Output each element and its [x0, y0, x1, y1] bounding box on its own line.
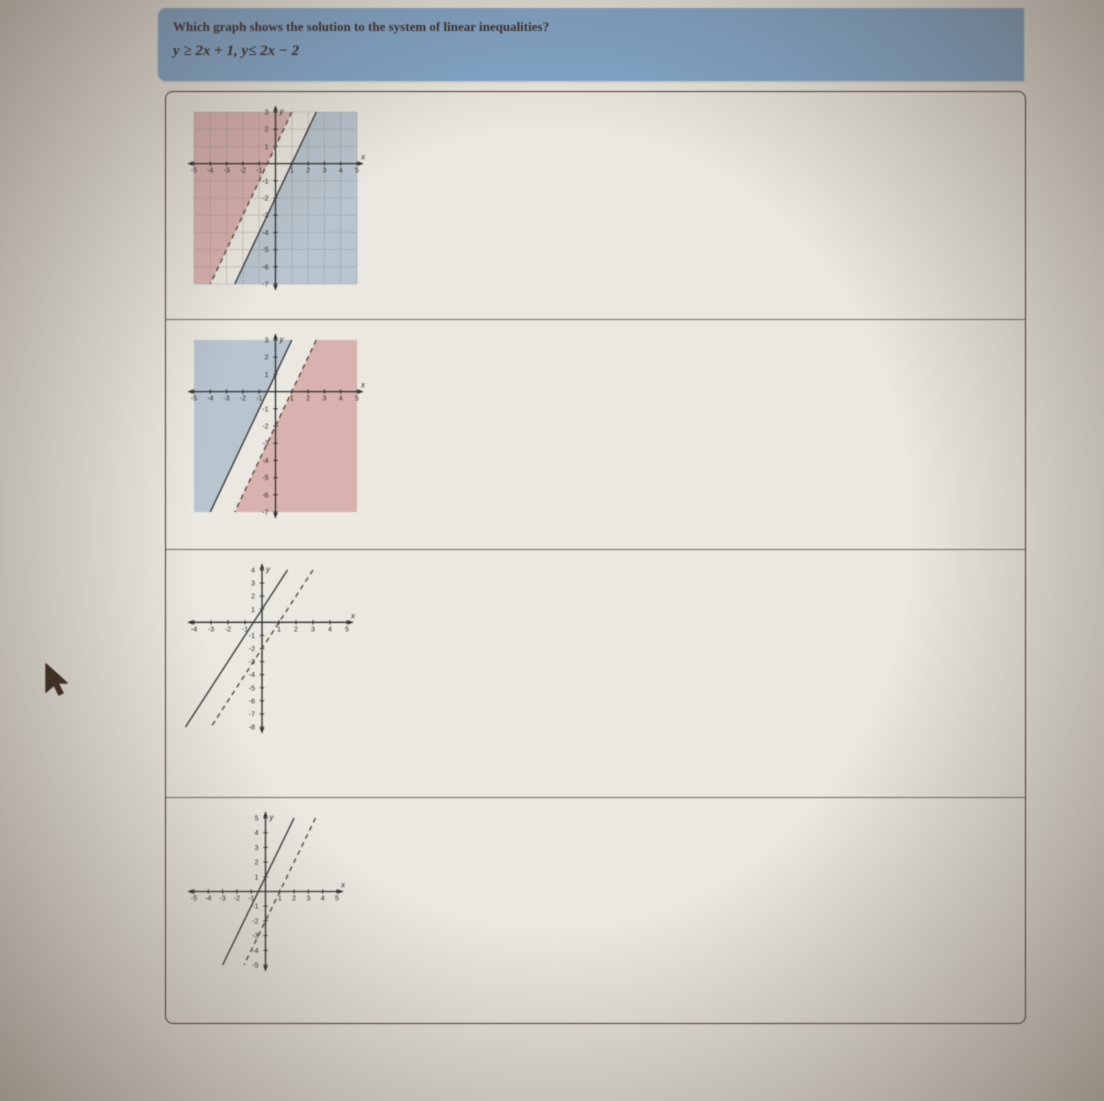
svg-text:-4: -4: [207, 396, 213, 403]
svg-text:-2: -2: [262, 424, 268, 431]
svg-text:5: 5: [355, 396, 359, 403]
svg-text:-2: -2: [252, 918, 258, 925]
svg-text:-4: -4: [262, 458, 268, 465]
svg-text:-4: -4: [205, 896, 211, 903]
svg-text:4: 4: [339, 168, 343, 175]
svg-text:2: 2: [294, 626, 298, 633]
svg-text:-2: -2: [240, 168, 246, 175]
svg-text:-1: -1: [252, 904, 258, 911]
svg-text:3: 3: [306, 896, 310, 903]
svg-text:3: 3: [251, 581, 255, 588]
svg-text:5: 5: [355, 168, 359, 175]
svg-text:-5: -5: [262, 247, 268, 254]
svg-text:-8: -8: [249, 725, 255, 732]
svg-text:1: 1: [290, 396, 294, 403]
svg-text:4: 4: [251, 568, 255, 575]
svg-text:-5: -5: [191, 896, 197, 903]
svg-text:-3: -3: [252, 933, 258, 940]
svg-text:1: 1: [255, 874, 259, 881]
svg-text:-2: -2: [225, 626, 231, 633]
svg-text:1: 1: [290, 168, 294, 175]
svg-text:-3: -3: [208, 626, 214, 633]
svg-text:4: 4: [321, 896, 325, 903]
svg-text:1: 1: [265, 372, 269, 379]
svg-text:x: x: [360, 153, 366, 162]
svg-text:x: x: [350, 611, 356, 620]
svg-text:-5: -5: [191, 168, 197, 175]
svg-text:2: 2: [306, 168, 310, 175]
svg-text:-1: -1: [249, 633, 255, 640]
svg-text:x: x: [360, 381, 366, 390]
svg-text:5: 5: [255, 816, 259, 823]
svg-text:-2: -2: [262, 196, 268, 203]
svg-text:2: 2: [306, 396, 310, 403]
svg-text:-7: -7: [249, 711, 255, 718]
svg-text:4: 4: [328, 626, 332, 633]
svg-text:-1: -1: [262, 178, 268, 185]
svg-text:-3: -3: [223, 396, 229, 403]
svg-text:-4: -4: [262, 230, 268, 237]
svg-text:2: 2: [265, 355, 269, 362]
svg-text:3: 3: [255, 845, 259, 852]
svg-text:2: 2: [251, 594, 255, 601]
svg-text:2: 2: [255, 860, 259, 867]
svg-text:-4: -4: [252, 948, 258, 955]
svg-text:-7: -7: [262, 510, 268, 517]
svg-text:3: 3: [265, 110, 269, 117]
svg-text:1: 1: [251, 607, 255, 614]
svg-text:-6: -6: [249, 698, 255, 705]
svg-text:-1: -1: [256, 396, 262, 403]
svg-text:-3: -3: [219, 896, 225, 903]
svg-text:5: 5: [345, 626, 349, 633]
svg-text:-1: -1: [262, 406, 268, 413]
svg-text:3: 3: [311, 626, 315, 633]
svg-text:-4: -4: [249, 672, 255, 679]
svg-text:y: y: [269, 813, 275, 822]
svg-text:-2: -2: [240, 396, 246, 403]
svg-text:3: 3: [322, 168, 326, 175]
svg-text:-5: -5: [191, 396, 197, 403]
svg-text:1: 1: [277, 626, 281, 633]
svg-text:5: 5: [335, 896, 339, 903]
svg-text:1: 1: [278, 896, 282, 903]
svg-text:-4: -4: [207, 168, 213, 175]
svg-text:y: y: [265, 565, 271, 574]
svg-text:-6: -6: [262, 492, 268, 499]
svg-text:3: 3: [265, 338, 269, 345]
svg-text:2: 2: [265, 127, 269, 134]
svg-text:1: 1: [265, 144, 269, 151]
svg-text:-2: -2: [249, 646, 255, 653]
svg-text:4: 4: [255, 830, 259, 837]
svg-text:-6: -6: [262, 264, 268, 271]
svg-text:2: 2: [292, 896, 296, 903]
svg-text:-4: -4: [191, 626, 197, 633]
svg-text:-5: -5: [262, 475, 268, 482]
svg-text:-5: -5: [252, 963, 258, 970]
svg-text:-5: -5: [249, 685, 255, 692]
svg-text:-3: -3: [223, 168, 229, 175]
svg-text:-2: -2: [234, 896, 240, 903]
svg-text:4: 4: [339, 396, 343, 403]
svg-text:3: 3: [322, 396, 326, 403]
svg-text:-1: -1: [256, 168, 262, 175]
svg-text:-7: -7: [262, 282, 268, 289]
svg-text:x: x: [340, 881, 346, 890]
